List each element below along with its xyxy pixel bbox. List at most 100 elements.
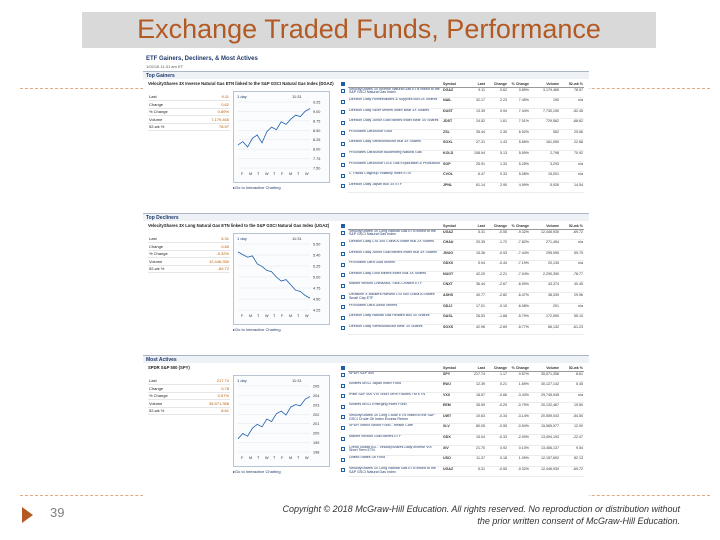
interactive-charting-link[interactable]: ▸Go to Interactive Charting [233, 327, 281, 332]
row-checkbox[interactable] [341, 294, 345, 299]
row-checkbox[interactable] [341, 373, 345, 377]
etf-row[interactable]: ProShares UltraShort Bloomberg Natural G… [348, 150, 584, 162]
etf-name[interactable]: VelocityShares 3X Long Natural Gas ETN l… [348, 229, 442, 241]
interactive-charting-link[interactable]: ▸Go to Interactive Charting [233, 469, 281, 474]
etf-row[interactable]: Direxion Daily Junior Gold Miners Index … [348, 250, 584, 262]
etf-row[interactable]: Direxion Daily Japan Bull 3X ETF JPNL 61.1… [348, 182, 584, 194]
row-checkbox[interactable] [341, 89, 345, 93]
etf-name[interactable]: Direxion Daily Gold Miners Index Bull 3X… [348, 271, 442, 283]
row-checkbox[interactable] [341, 110, 345, 115]
etf-name[interactable]: ProShares Ultra Junior Miners [348, 303, 442, 315]
etf-row[interactable]: iShares MSCI Japan Index Fund EWJ 12.39 0.2… [348, 381, 584, 393]
etf-row[interactable]: Direxion Daily CSI 300 China A Share Bul… [348, 239, 584, 251]
etf-row[interactable]: Direxion Daily Silver Miners Index Bear … [348, 108, 584, 120]
row-checkbox[interactable] [341, 184, 345, 189]
row-checkbox[interactable] [341, 394, 345, 399]
etf-row[interactable]: SPDR Select Sector Fund - Health Care XLV… [348, 423, 584, 436]
etf-row[interactable]: VelocityShares 3X Inverse Natural Gas ET… [348, 87, 584, 99]
row-checkbox[interactable] [341, 468, 345, 473]
row-checkbox[interactable] [341, 131, 345, 136]
row-checkbox[interactable] [341, 326, 345, 331]
etf-name[interactable]: Direxion Daily CSI 300 China A Share Bul… [348, 239, 442, 251]
row-checkbox[interactable] [341, 262, 345, 267]
etf-name[interactable]: Direxion Daily Junior Gold Miners Index … [348, 118, 442, 130]
etf-name[interactable]: ProShares Ultra Gold Miners [348, 260, 442, 272]
etf-row[interactable]: Credit Suisse AG - VelocityShares Daily … [348, 445, 584, 457]
etf-row[interactable]: ProShares UltraShort Gold ZSL 35.44 2.30 6.9… [348, 129, 584, 141]
etf-row[interactable]: Direxion Daily Semiconductor Bear 3X Sha… [348, 324, 584, 336]
etf-row[interactable]: iShares MSCI Emerging Index Fund EEM 35.59… [348, 402, 584, 414]
row-checkbox[interactable] [341, 315, 345, 320]
row-checkbox[interactable] [341, 241, 345, 246]
etf-name[interactable]: Direxion Daily Japan Bull 3X ETF [348, 182, 442, 194]
etf-name[interactable]: Direxion Daily Semiconductor Bear 3X Sha… [348, 324, 442, 336]
etf-row[interactable]: Direxion Daily Junior Gold Miners Index … [348, 118, 584, 130]
row-checkbox[interactable] [341, 231, 345, 235]
etf-name[interactable]: VelocityShares 3X Inverse Natural Gas ET… [348, 87, 442, 99]
etf-name[interactable]: ProShares UltraShort Bloomberg Natural G… [348, 150, 442, 162]
etf-row[interactable]: Direxion Daily Natural Gas Related Bull … [348, 313, 584, 325]
row-checkbox[interactable] [341, 252, 345, 257]
row-checkbox[interactable] [341, 142, 345, 146]
etf-name[interactable]: iShares MSCI Japan Index Fund [348, 381, 442, 393]
etf-name[interactable]: SPDR Select Sector Fund - Health Care [348, 423, 442, 436]
row-checkbox[interactable] [341, 415, 345, 420]
etf-name[interactable]: VelocityShares 3X Long Natural Gas ETN l… [348, 466, 442, 478]
etf-row[interactable]: Direxion Daily Homebuilders & Supplies B… [348, 97, 584, 109]
row-checkbox[interactable] [341, 152, 345, 157]
y-tick-label: 9.00 [313, 110, 320, 114]
select-all-checkbox[interactable] [341, 366, 345, 370]
etf-row[interactable]: C Tracks Citigroup Volatility Index ETN C… [348, 171, 584, 183]
etf-name[interactable]: ProShares UltraShort Oil & Gas Explorati… [348, 161, 442, 173]
row-checkbox[interactable] [341, 273, 345, 278]
etf-name[interactable]: Market Vectors ChinaAMC SME-ChiNext ETF [348, 281, 442, 294]
row-checkbox[interactable] [341, 404, 345, 409]
etf-name[interactable]: Credit Suisse AG - VelocityShares Daily … [348, 445, 442, 457]
etf-row[interactable]: iPath S&P 500 VIX Short Term Futures TM … [348, 392, 584, 404]
etf-row[interactable]: ProShares Ultra Gold Miners GDXX 5.94 -0.44… [348, 260, 584, 272]
etf-name[interactable]: Direxion Daily Junior Gold Miners Index … [348, 250, 442, 262]
etf-row[interactable]: Market Vectors ChinaAMC SME-ChiNext ETF C… [348, 281, 584, 294]
etf-row[interactable]: ProShares UltraShort Oil & Gas Explorati… [348, 161, 584, 173]
etf-change: 1.61 [486, 118, 508, 130]
etf-name[interactable]: Direxion Daily Homebuilders & Supplies B… [348, 97, 442, 109]
etf-name[interactable]: United States Oil Fund [348, 455, 442, 467]
etf-row[interactable]: VelocityShares 3X Long Crude ETN linked … [348, 413, 584, 425]
etf-name[interactable]: iShares MSCI Emerging Index Fund [348, 402, 442, 414]
etf-name[interactable]: ProShares UltraShort Gold [348, 129, 442, 141]
etf-name[interactable]: Direxion Daily Natural Gas Related Bull … [348, 313, 442, 325]
row-checkbox[interactable] [341, 426, 345, 430]
etf-volume: 2,290,390 [530, 271, 560, 283]
select-all-checkbox[interactable] [341, 82, 345, 86]
etf-row[interactable]: Deutsche X-trackers Harvest CSI 500 Chin… [348, 292, 584, 304]
etf-name[interactable]: Direxion Daily Semiconductor Bull 3X Sha… [348, 139, 442, 152]
etf-name[interactable]: iPath S&P 500 VIX Short Term Futures TM … [348, 392, 442, 404]
row-checkbox[interactable] [341, 284, 345, 288]
etf-row[interactable]: Direxion Daily Semiconductor Bull 3X Sha… [348, 139, 584, 152]
row-checkbox[interactable] [341, 163, 345, 168]
etf-row[interactable]: ProShares Ultra Junior Miners GDJJ 17.01 -0… [348, 303, 584, 315]
etf-name[interactable]: VelocityShares 3X Long Crude ETN linked … [348, 413, 442, 425]
etf-row[interactable]: United States Oil Fund USO 11.37 0.18 1.09% 1… [348, 455, 584, 467]
row-checkbox[interactable] [341, 173, 345, 178]
etf-name[interactable]: SPDR S&P 500 [348, 371, 442, 383]
row-checkbox[interactable] [341, 457, 345, 462]
etf-row[interactable]: VelocityShares 3X Long Natural Gas ETN l… [348, 466, 584, 478]
row-checkbox[interactable] [341, 447, 345, 452]
row-checkbox[interactable] [341, 305, 345, 310]
row-checkbox[interactable] [341, 383, 345, 388]
row-checkbox[interactable] [341, 120, 345, 125]
row-checkbox[interactable] [341, 99, 345, 104]
etf-name[interactable]: Market Vectors Gold Miners ETF [348, 434, 442, 446]
etf-row[interactable]: VelocityShares 3X Long Natural Gas ETN l… [348, 229, 584, 241]
etf-row[interactable]: Market Vectors Gold Miners ETF GDX 15.04 -0… [348, 434, 584, 446]
interactive-charting-link[interactable]: ▸Go to Interactive Charting [233, 185, 281, 190]
select-all-checkbox[interactable] [341, 224, 345, 228]
etf-row[interactable]: SPDR S&P 500 SPY 217.74 1.17 0.57% 35,571,356… [348, 371, 584, 383]
etf-name[interactable]: C Tracks Citigroup Volatility Index ETN [348, 171, 442, 183]
etf-row[interactable]: Direxion Daily Gold Miners Index Bull 3X… [348, 271, 584, 283]
etf-name[interactable]: Deutsche X-trackers Harvest CSI 500 Chin… [348, 292, 442, 304]
row-checkbox[interactable] [341, 436, 345, 441]
etf-52wk: -54.50 [560, 413, 584, 425]
etf-name[interactable]: Direxion Daily Silver Miners Index Bear … [348, 108, 442, 120]
